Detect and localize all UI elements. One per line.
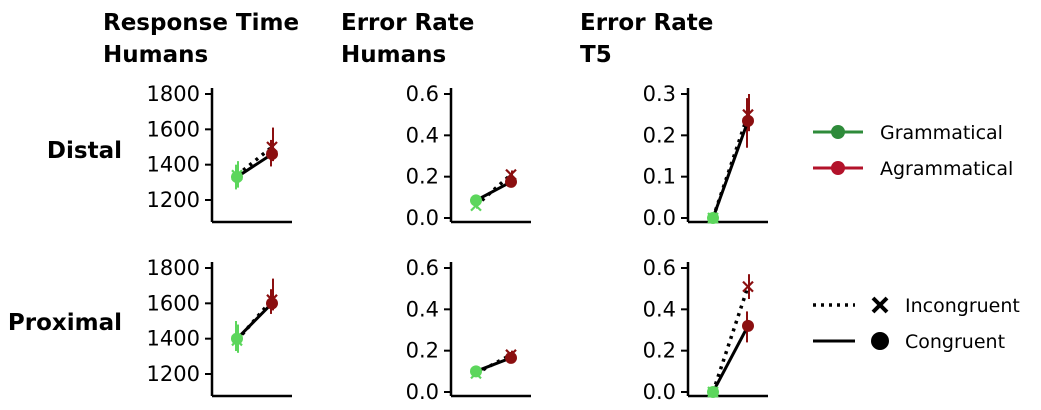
marker-dot-congruent-agrammatical [266,148,278,161]
title-col2-line1: Error Rate [341,10,474,36]
legend-groups: Grammatical Agrammatical [813,122,1013,180]
y-tick-label: 1800 [147,82,200,106]
marker-dot-congruent-grammatical [470,194,482,207]
y-tick-label: 1600 [147,291,200,315]
marker-dot-congruent-grammatical [707,212,719,224]
panel-proximal-3: 0.0 0.2 0.4 0.6 [643,256,768,404]
marker-dot-congruent-agrammatical [742,114,754,127]
y-tick-label: 0.2 [406,339,439,363]
title-col2-line2: Humans [341,42,446,68]
y-tick-label: 0.4 [406,297,439,321]
marker-x-stroke [742,280,754,293]
marker-dot-congruent-agrammatical [742,319,754,332]
legend-grammatical-marker [831,125,845,139]
marker-x-incongruent-agrammatical [742,280,754,293]
marker-dot-congruent-grammatical [231,171,243,184]
series-line-congruent [711,325,750,393]
legend-grammatical-label: Grammatical [880,122,1003,144]
panel-distal-1: 1200 1400 1600 1800 [147,82,292,224]
y-tick-label: 0.6 [643,256,676,280]
series-line-incongruent [711,286,750,393]
marker-dot-congruent-grammatical [470,365,482,378]
marker-dot-congruent-agrammatical [266,297,278,310]
series-line-congruent [711,120,750,219]
y-tick-label: 0.2 [643,123,676,147]
y-tick-label: 0.6 [406,256,439,280]
y-tick-label: 0.0 [406,380,439,404]
legend-conditions: Incongruent Congruent [813,295,1020,353]
row-label-proximal: Proximal [8,310,122,336]
y-tick-label: 0.6 [406,82,439,106]
y-tick-label: 1800 [147,256,200,280]
panel-distal-3: 0.0 0.1 0.2 0.3 [643,82,768,230]
legend-incongruent-x-icon [871,296,889,314]
row-label-distal: Distal [47,138,122,164]
legend-congruent-label: Congruent [905,331,1005,353]
y-tick-label: 1600 [147,117,200,141]
panels: 1200 1400 1600 1800 0.0 0.2 0.4 0.6 0.0 0.1 0.2 0.3… [147,82,768,404]
panel-proximal-1: 1200 1400 1600 1800 [147,256,292,398]
title-col1-line1: Response Time [103,10,299,36]
y-tick-label: 1200 [147,362,200,386]
marker-dot-congruent-agrammatical [505,175,517,188]
legend-incongruent-label: Incongruent [905,295,1020,317]
series-line-congruent [236,152,273,179]
title-col1-line2: Humans [103,42,208,68]
y-tick-label: 0.1 [643,165,676,189]
y-tick-label: 0.4 [406,123,439,147]
legend-agrammatical-label: Agrammatical [880,158,1013,180]
y-tick-label: 0.2 [406,165,439,189]
panel-distal-2: 0.0 0.2 0.4 0.6 [406,82,531,230]
y-tick-label: 0.3 [643,82,676,106]
y-tick-label: 1200 [147,188,200,212]
series-line-congruent [475,180,512,202]
y-tick-label: 0.2 [643,339,676,363]
y-tick-label: 0.0 [643,206,676,230]
marker-dot-congruent-grammatical [707,386,719,398]
legend-agrammatical-marker [831,161,845,175]
series-line-congruent [475,356,512,373]
marker-dot-congruent-agrammatical [505,351,517,364]
series-line-congruent [235,302,274,340]
y-tick-label: 0.0 [643,380,676,404]
legend-congruent-dot-icon [871,332,889,350]
marker-dot-congruent-grammatical [231,332,243,345]
title-col3-line1: Error Rate [580,10,713,36]
y-tick-label: 0.0 [406,206,439,230]
panel-proximal-2: 0.0 0.2 0.4 0.6 [406,256,531,404]
y-tick-label: 1400 [147,327,200,351]
title-col3-line2: T5 [580,42,612,68]
y-tick-label: 1400 [147,153,200,177]
y-tick-label: 0.4 [643,297,676,321]
